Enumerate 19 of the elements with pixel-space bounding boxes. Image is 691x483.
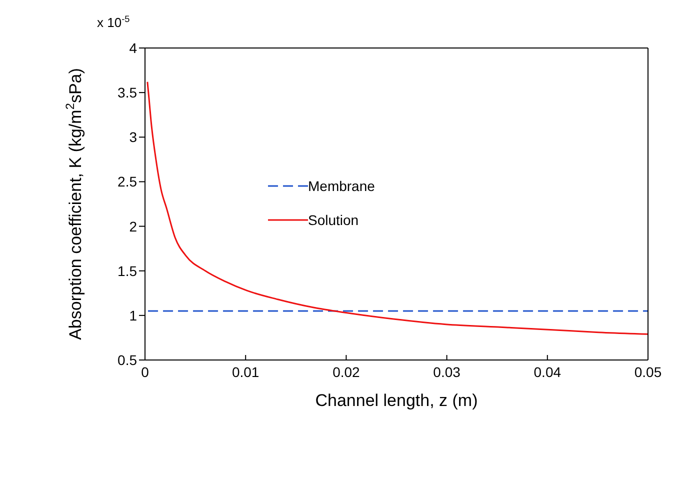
- x-tick-label: 0.01: [232, 364, 260, 380]
- y-tick-label: 1.5: [118, 262, 138, 279]
- x-tick-label: 0: [141, 364, 150, 380]
- x-tick-label: 0.02: [332, 364, 360, 380]
- x-axis-title: Channel length, z (m): [315, 391, 478, 410]
- y-tick-label: 3.5: [118, 84, 138, 101]
- legend-label: Membrane: [308, 178, 376, 194]
- x-tick-label: 0.04: [534, 364, 562, 380]
- line-series: [146, 81, 648, 335]
- legend-label: Solution: [308, 212, 360, 228]
- y-tick-label: 4: [129, 40, 138, 56]
- x-tick-label: 0.05: [634, 364, 662, 380]
- y-tick-label: 3: [129, 129, 138, 146]
- text: x 10$^{-5}$: [97, 14, 130, 30]
- y-tick-label: 2: [129, 218, 138, 234]
- y-tick-label: 0.5: [118, 352, 138, 368]
- y-tick-label: 2.5: [118, 174, 138, 190]
- y-tick-label: 1: [129, 307, 138, 324]
- x-tick-label: 0.03: [433, 364, 461, 380]
